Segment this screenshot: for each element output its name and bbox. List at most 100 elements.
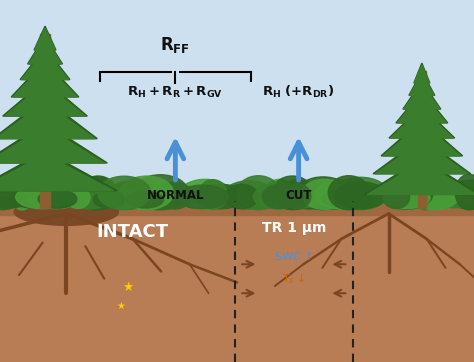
Text: $\mathbf{R_H\ (+R_{DR})}$: $\mathbf{R_H\ (+R_{DR})}$	[263, 84, 335, 100]
Ellipse shape	[107, 182, 143, 209]
Polygon shape	[397, 94, 447, 123]
Ellipse shape	[409, 176, 461, 210]
Ellipse shape	[110, 181, 150, 209]
Bar	[418, 71, 426, 208]
Bar	[0, 0, 474, 205]
Polygon shape	[391, 109, 453, 138]
Ellipse shape	[0, 191, 31, 208]
Polygon shape	[5, 84, 85, 116]
Polygon shape	[0, 123, 107, 163]
Polygon shape	[403, 81, 441, 109]
Ellipse shape	[224, 181, 274, 209]
Ellipse shape	[328, 181, 378, 209]
Ellipse shape	[225, 184, 258, 209]
Ellipse shape	[416, 190, 455, 208]
Ellipse shape	[199, 180, 228, 209]
Ellipse shape	[127, 191, 164, 208]
Ellipse shape	[303, 189, 350, 208]
Polygon shape	[396, 91, 448, 123]
Ellipse shape	[90, 191, 134, 208]
Polygon shape	[414, 65, 429, 83]
Ellipse shape	[455, 174, 474, 210]
Ellipse shape	[133, 192, 181, 208]
Ellipse shape	[196, 184, 245, 209]
Ellipse shape	[304, 190, 360, 208]
Ellipse shape	[335, 182, 387, 209]
Ellipse shape	[445, 180, 474, 209]
Ellipse shape	[79, 176, 117, 210]
Ellipse shape	[322, 189, 368, 208]
Bar	[0, 201, 474, 362]
Ellipse shape	[264, 179, 295, 209]
Text: INTACT: INTACT	[97, 223, 169, 241]
Ellipse shape	[318, 192, 349, 208]
Ellipse shape	[235, 189, 277, 208]
Ellipse shape	[274, 193, 324, 208]
Ellipse shape	[0, 176, 24, 210]
Ellipse shape	[11, 188, 61, 209]
Ellipse shape	[158, 182, 192, 209]
Ellipse shape	[416, 185, 459, 209]
Ellipse shape	[64, 185, 116, 209]
Ellipse shape	[278, 182, 304, 209]
Ellipse shape	[326, 192, 374, 208]
Polygon shape	[3, 80, 87, 116]
Ellipse shape	[283, 184, 311, 209]
Ellipse shape	[403, 184, 427, 209]
Ellipse shape	[383, 186, 410, 209]
Ellipse shape	[237, 188, 288, 209]
Ellipse shape	[327, 180, 352, 209]
Ellipse shape	[93, 191, 125, 208]
Polygon shape	[365, 159, 474, 194]
Text: $\mathbf{R_{FF}}$: $\mathbf{R_{FF}}$	[160, 35, 191, 55]
Ellipse shape	[254, 184, 300, 209]
Text: $\bigstar$: $\bigstar$	[122, 281, 134, 294]
Polygon shape	[414, 63, 430, 83]
Bar	[40, 34, 50, 208]
Ellipse shape	[32, 190, 76, 208]
Ellipse shape	[412, 186, 468, 209]
Ellipse shape	[176, 185, 228, 209]
Ellipse shape	[119, 176, 173, 210]
Ellipse shape	[132, 175, 188, 210]
Ellipse shape	[66, 187, 90, 209]
Ellipse shape	[179, 179, 231, 209]
Polygon shape	[35, 28, 55, 50]
Ellipse shape	[412, 174, 438, 210]
Polygon shape	[0, 127, 104, 163]
Polygon shape	[373, 138, 471, 174]
Text: $\bigstar$: $\bigstar$	[116, 300, 126, 311]
Polygon shape	[0, 155, 114, 191]
Polygon shape	[409, 71, 435, 95]
Ellipse shape	[231, 191, 282, 208]
Text: T$_s$ ↓: T$_s$ ↓	[282, 272, 306, 286]
Ellipse shape	[16, 185, 69, 209]
Polygon shape	[381, 120, 463, 156]
Text: SWC ↑: SWC ↑	[274, 252, 313, 262]
Ellipse shape	[272, 176, 313, 210]
Ellipse shape	[102, 190, 144, 208]
Bar	[0, 197, 474, 215]
Ellipse shape	[333, 177, 388, 210]
Polygon shape	[375, 141, 468, 174]
Ellipse shape	[319, 181, 349, 209]
Ellipse shape	[151, 191, 185, 208]
Ellipse shape	[40, 191, 78, 208]
Ellipse shape	[318, 186, 352, 209]
Ellipse shape	[335, 190, 361, 208]
Polygon shape	[367, 162, 474, 194]
Polygon shape	[0, 99, 97, 139]
Text: TR 1 μm: TR 1 μm	[262, 221, 326, 235]
Ellipse shape	[383, 186, 430, 209]
Polygon shape	[410, 73, 434, 95]
Text: $\mathbf{R_H + R_R + R_{GV}}$: $\mathbf{R_H + R_R + R_{GV}}$	[128, 85, 223, 100]
Polygon shape	[34, 26, 56, 50]
Ellipse shape	[437, 193, 471, 208]
Ellipse shape	[10, 174, 34, 210]
Polygon shape	[0, 151, 117, 191]
Ellipse shape	[36, 185, 65, 209]
Ellipse shape	[278, 190, 303, 208]
Polygon shape	[20, 48, 70, 80]
Polygon shape	[27, 36, 63, 64]
Ellipse shape	[73, 177, 118, 210]
